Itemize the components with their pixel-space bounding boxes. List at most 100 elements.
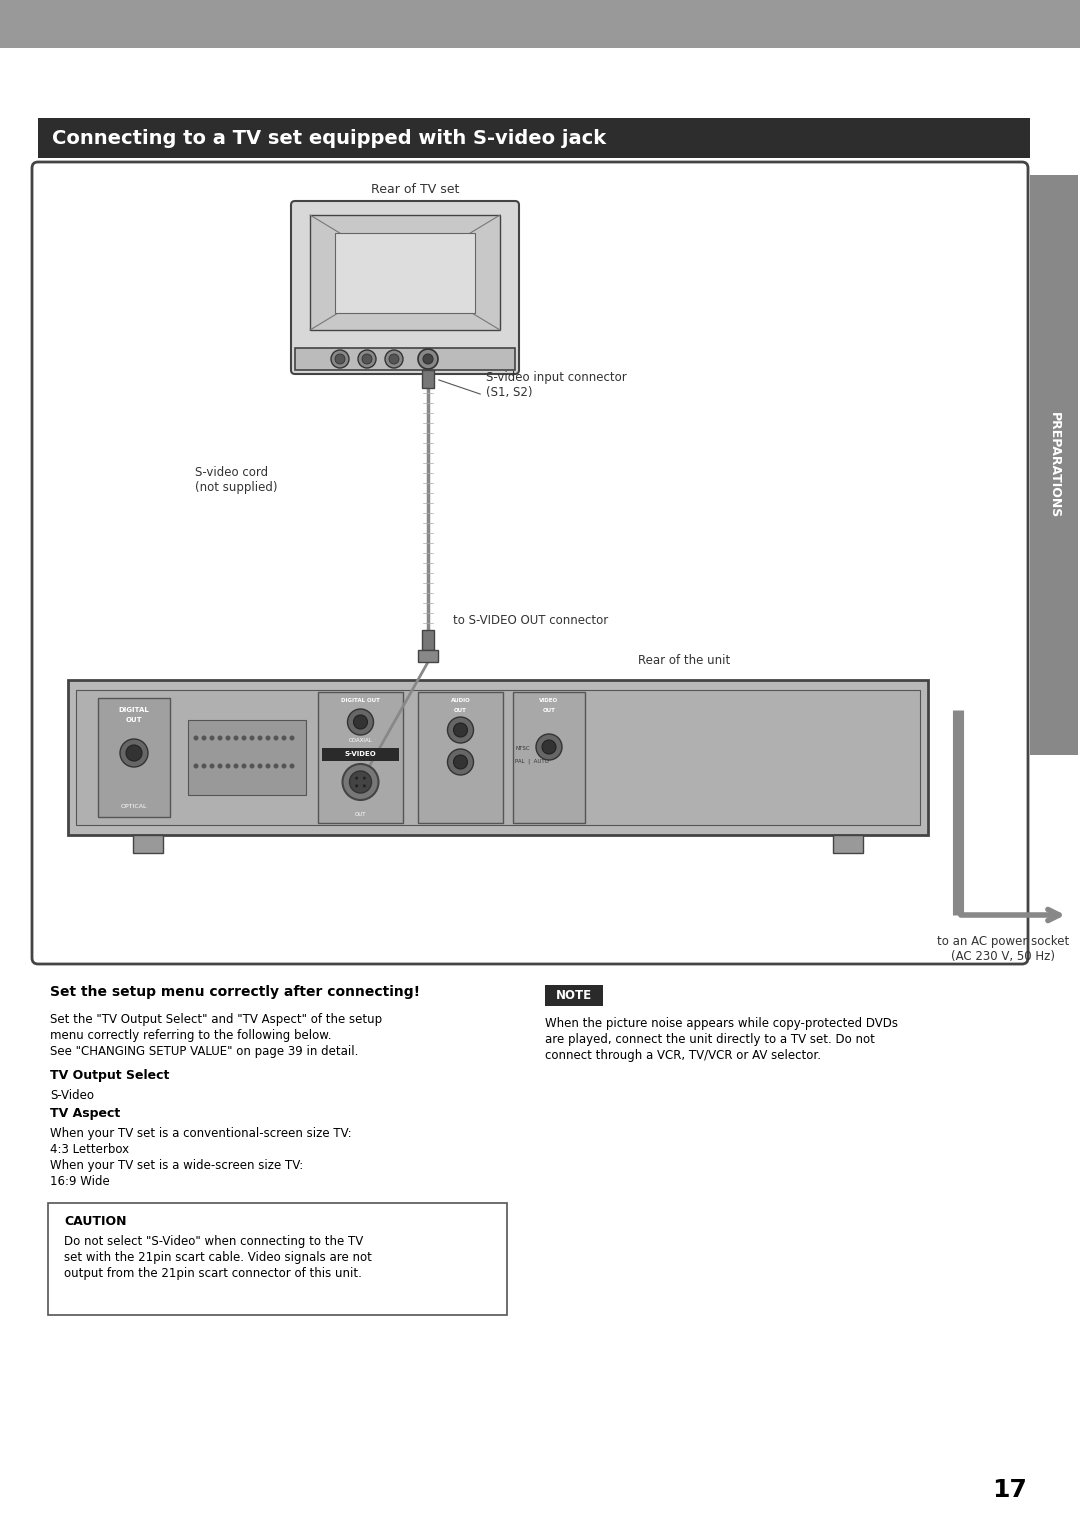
Text: PAL  |  AUTO: PAL | AUTO bbox=[515, 758, 549, 763]
Circle shape bbox=[355, 777, 359, 780]
Circle shape bbox=[249, 763, 255, 769]
Circle shape bbox=[423, 354, 433, 365]
Circle shape bbox=[330, 349, 349, 368]
Text: PREPARATIONS: PREPARATIONS bbox=[1048, 412, 1061, 519]
Text: are played, connect the unit directly to a TV set. Do not: are played, connect the unit directly to… bbox=[545, 1033, 875, 1045]
Text: to S-VIDEO OUT connector: to S-VIDEO OUT connector bbox=[453, 613, 608, 627]
Circle shape bbox=[120, 739, 148, 768]
Circle shape bbox=[350, 771, 372, 794]
Bar bbox=[418, 691, 503, 823]
Circle shape bbox=[249, 736, 255, 740]
Circle shape bbox=[353, 716, 367, 729]
Text: menu correctly referring to the following below.: menu correctly referring to the followin… bbox=[50, 1029, 332, 1042]
Text: 17: 17 bbox=[993, 1479, 1027, 1502]
Circle shape bbox=[389, 354, 399, 365]
Bar bbox=[68, 681, 928, 835]
Circle shape bbox=[454, 755, 468, 769]
Circle shape bbox=[335, 354, 345, 365]
Circle shape bbox=[226, 763, 230, 769]
Text: Set the "TV Output Select" and "TV Aspect" of the setup: Set the "TV Output Select" and "TV Aspec… bbox=[50, 1013, 382, 1025]
Text: OUT: OUT bbox=[454, 708, 467, 713]
Circle shape bbox=[273, 763, 279, 769]
Circle shape bbox=[217, 763, 222, 769]
Text: CAUTION: CAUTION bbox=[64, 1215, 126, 1228]
Bar bbox=[98, 697, 170, 816]
Circle shape bbox=[233, 736, 239, 740]
Bar bbox=[133, 835, 163, 853]
Text: OPTICAL: OPTICAL bbox=[121, 804, 147, 809]
Circle shape bbox=[348, 710, 374, 736]
Text: NTSC: NTSC bbox=[515, 746, 529, 751]
Text: S-video cord
(not supplied): S-video cord (not supplied) bbox=[195, 465, 278, 494]
Circle shape bbox=[542, 740, 556, 754]
Bar bbox=[188, 720, 306, 795]
Text: VIDEO: VIDEO bbox=[539, 697, 558, 702]
Text: TV Output Select: TV Output Select bbox=[50, 1070, 170, 1082]
Text: When your TV set is a conventional-screen size TV:: When your TV set is a conventional-scree… bbox=[50, 1128, 352, 1140]
Text: NOTE: NOTE bbox=[556, 989, 592, 1003]
Text: 16:9 Wide: 16:9 Wide bbox=[50, 1175, 110, 1189]
Circle shape bbox=[193, 736, 199, 740]
Circle shape bbox=[202, 736, 206, 740]
Circle shape bbox=[447, 749, 473, 775]
Circle shape bbox=[217, 736, 222, 740]
Circle shape bbox=[355, 784, 359, 787]
Text: DIGITAL OUT: DIGITAL OUT bbox=[341, 697, 380, 702]
Text: COAXIAL: COAXIAL bbox=[349, 737, 373, 743]
Circle shape bbox=[242, 736, 246, 740]
Circle shape bbox=[233, 763, 239, 769]
Bar bbox=[418, 650, 438, 662]
Circle shape bbox=[357, 349, 376, 368]
Bar bbox=[422, 369, 434, 388]
Circle shape bbox=[363, 777, 366, 780]
Text: OUT: OUT bbox=[354, 812, 366, 818]
Bar bbox=[422, 630, 434, 650]
Circle shape bbox=[282, 736, 286, 740]
FancyBboxPatch shape bbox=[291, 201, 519, 374]
Bar bbox=[38, 118, 1030, 159]
Circle shape bbox=[384, 349, 403, 368]
Bar bbox=[1030, 175, 1078, 755]
Text: When your TV set is a wide-screen size TV:: When your TV set is a wide-screen size T… bbox=[50, 1160, 303, 1172]
Bar bbox=[295, 348, 515, 369]
Bar bbox=[545, 984, 603, 1006]
Bar bbox=[0, 0, 1080, 47]
Text: When the picture noise appears while copy-protected DVDs: When the picture noise appears while cop… bbox=[545, 1016, 897, 1030]
Circle shape bbox=[362, 354, 372, 365]
Circle shape bbox=[266, 736, 270, 740]
Text: OUT: OUT bbox=[125, 717, 143, 723]
Circle shape bbox=[210, 736, 215, 740]
Circle shape bbox=[342, 765, 378, 800]
Circle shape bbox=[363, 784, 366, 787]
Circle shape bbox=[289, 763, 295, 769]
Text: output from the 21pin scart connector of this unit.: output from the 21pin scart connector of… bbox=[64, 1267, 362, 1280]
Bar bbox=[833, 835, 863, 853]
Circle shape bbox=[282, 763, 286, 769]
Text: See "CHANGING SETUP VALUE" on page 39 in detail.: See "CHANGING SETUP VALUE" on page 39 in… bbox=[50, 1045, 359, 1058]
Circle shape bbox=[126, 745, 141, 761]
Bar bbox=[322, 748, 399, 761]
Circle shape bbox=[447, 717, 473, 743]
Text: Rear of TV set: Rear of TV set bbox=[370, 183, 459, 195]
Text: connect through a VCR, TV/VCR or AV selector.: connect through a VCR, TV/VCR or AV sele… bbox=[545, 1048, 821, 1062]
FancyBboxPatch shape bbox=[32, 162, 1028, 964]
Circle shape bbox=[226, 736, 230, 740]
Bar bbox=[76, 690, 920, 826]
Text: AUDIO: AUDIO bbox=[450, 697, 471, 702]
Text: 4:3 Letterbox: 4:3 Letterbox bbox=[50, 1143, 130, 1157]
Bar bbox=[318, 691, 403, 823]
Text: S-video input connector
(S1, S2): S-video input connector (S1, S2) bbox=[486, 371, 626, 398]
Text: DIGITAL: DIGITAL bbox=[119, 707, 149, 713]
Text: to an AC power socket
(AC 230 V, 50 Hz): to an AC power socket (AC 230 V, 50 Hz) bbox=[936, 935, 1069, 963]
Circle shape bbox=[202, 763, 206, 769]
Text: S-Video: S-Video bbox=[50, 1090, 94, 1102]
Circle shape bbox=[536, 734, 562, 760]
Circle shape bbox=[266, 763, 270, 769]
Bar bbox=[310, 215, 500, 330]
Circle shape bbox=[210, 763, 215, 769]
Circle shape bbox=[193, 763, 199, 769]
Text: Set the setup menu correctly after connecting!: Set the setup menu correctly after conne… bbox=[50, 984, 420, 1000]
FancyBboxPatch shape bbox=[48, 1202, 507, 1315]
Text: S-VIDEO: S-VIDEO bbox=[345, 751, 376, 757]
Circle shape bbox=[418, 349, 438, 369]
